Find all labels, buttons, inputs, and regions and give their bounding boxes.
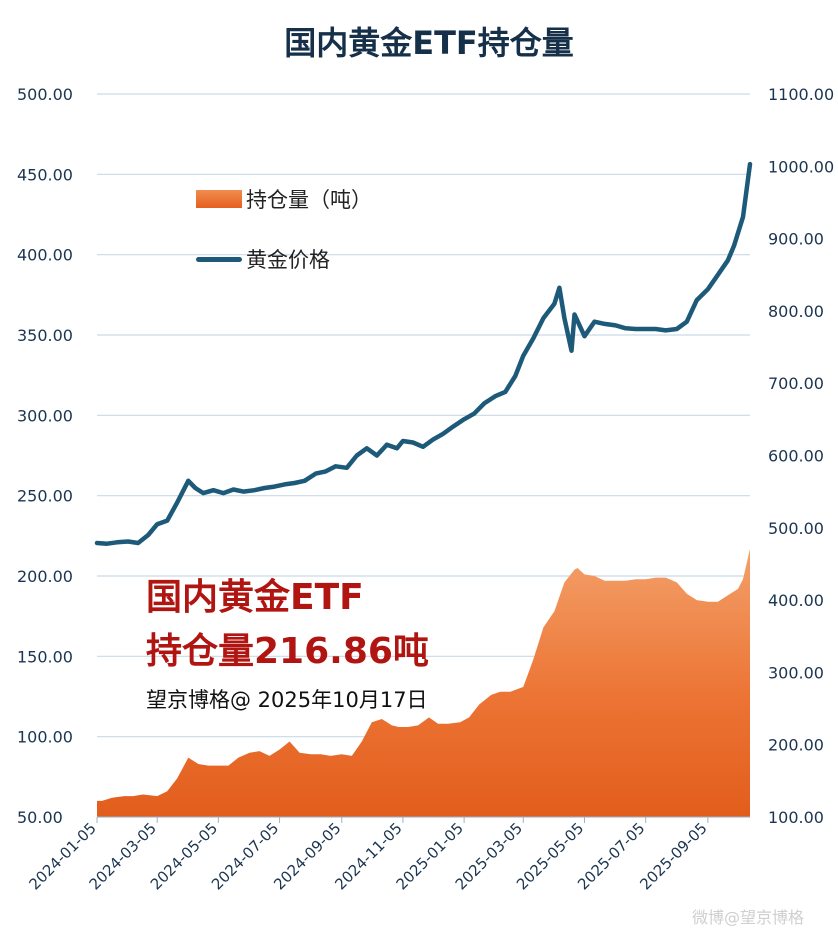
- y-left-tick-label: 150.00: [17, 647, 73, 666]
- y-right-tick-label: 900.00: [768, 230, 824, 249]
- y-left-tick-label: 200.00: [17, 567, 73, 586]
- legend-label-holdings: 持仓量（吨）: [246, 188, 372, 212]
- legend-item-holdings: 持仓量（吨）: [196, 184, 372, 214]
- y-right-tick-label: 600.00: [768, 447, 824, 466]
- area-swatch-icon: [196, 190, 242, 208]
- y-right-tick-label: 300.00: [768, 663, 824, 682]
- y-right-tick-label: 400.00: [768, 591, 824, 610]
- annotation-line-1: 国内黄金ETF: [146, 577, 364, 618]
- y-right-tick-label: 100.00: [768, 808, 824, 827]
- y-right-tick-label: 700.00: [768, 374, 824, 393]
- y-right-tick-label: 1000.00: [768, 157, 834, 176]
- holdings-area: [97, 548, 750, 817]
- chart-title: 国内黄金ETF持仓量: [284, 24, 574, 62]
- y-left-tick-label: 450.00: [17, 165, 73, 184]
- legend-label-gold-price: 黄金价格: [246, 248, 330, 272]
- annotation-credit: 望京博格@ 2025年10月17日: [146, 688, 428, 712]
- y-right-tick-label: 500.00: [768, 519, 824, 538]
- gold-price-line: [94, 161, 753, 546]
- y-left-tick-label: 350.00: [17, 326, 73, 345]
- y-left-tick-label: 500.00: [17, 85, 73, 104]
- y-right-tick-label: 1100.00: [768, 85, 834, 104]
- legend-item-gold-price: 黄金价格: [196, 244, 330, 274]
- holdings-area-layer: [97, 548, 750, 817]
- x-tick-label: 2025-09-05: [636, 819, 710, 893]
- y-left-tick-label: 50.00: [17, 808, 63, 827]
- gold-price-line-layer: [94, 161, 753, 546]
- line-swatch-icon: [196, 256, 242, 262]
- watermark: 微博@望京博格: [692, 908, 805, 927]
- y-left-tick-label: 250.00: [17, 487, 73, 506]
- y-right-tick-label: 200.00: [768, 736, 824, 755]
- y-left-tick-label: 100.00: [17, 728, 73, 747]
- y-left-tick-label: 300.00: [17, 406, 73, 425]
- axis-layer: 50.00 100.00 150.00 200.00 250.00 300.00 350.0…: [17, 85, 834, 893]
- annotation-line-2: 持仓量216.86吨: [146, 631, 429, 672]
- y-right-tick-label: 800.00: [768, 302, 824, 321]
- y-left-tick-label: 400.00: [17, 246, 73, 265]
